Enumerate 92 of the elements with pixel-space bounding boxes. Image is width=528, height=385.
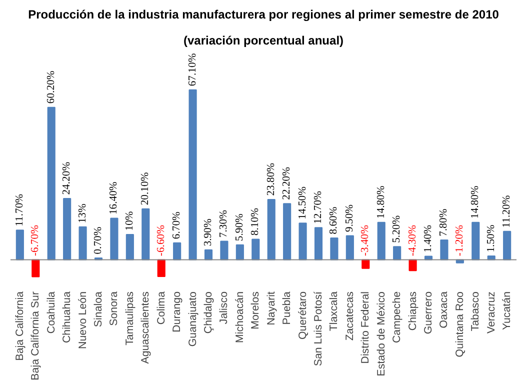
x-tick-label: Sinaloa [92, 291, 104, 328]
data-label: 16.40% [108, 182, 120, 215]
x-tick-label: Estado de México [375, 291, 388, 376]
bar [440, 240, 448, 260]
data-label: -6.70% [30, 224, 42, 256]
x-tick-label: Colima [155, 291, 168, 325]
bar [32, 259, 40, 278]
x-tick-label: Nayarit [265, 291, 278, 326]
x-tick-label: Oaxaca [438, 291, 450, 328]
x-tick-label: Çhidalgo [202, 291, 214, 334]
x-tick-label: Querétaro [296, 291, 309, 340]
x-tick-label: Michoacán [234, 291, 246, 344]
bar [393, 246, 402, 260]
bar [142, 208, 150, 260]
data-label: 22.20% [282, 166, 293, 200]
data-label: 67.10% [187, 53, 198, 86]
bar [503, 230, 512, 260]
x-tick-label: Quintana Roo [454, 291, 466, 358]
x-tick-label: Yucatán [501, 291, 514, 330]
data-label: -3.40% [360, 224, 372, 256]
x-tick-label: Tamaulipas [124, 291, 136, 346]
bar [126, 234, 134, 260]
x-tick-label: Distrito Federal [360, 291, 372, 364]
x-tick-label: Durango [171, 291, 184, 332]
bar [298, 222, 307, 260]
data-label: 11.20% [502, 195, 513, 228]
bar [346, 235, 354, 260]
data-label: 6.70% [172, 211, 183, 240]
x-tick-label: Tlaxcala [328, 291, 340, 332]
data-label: 14.50% [297, 186, 308, 220]
chart-title: Producción de la industria manufacturera por regiones al primer semestre de 2010 [28, 8, 500, 22]
data-label: -4.30% [407, 224, 418, 256]
data-label: 60.20% [46, 70, 57, 104]
x-tick-label: Tabasco [470, 291, 482, 332]
data-label: 13% [77, 203, 88, 224]
data-label: 14.80% [376, 186, 387, 219]
bar [110, 218, 118, 260]
bar [252, 238, 260, 260]
data-label: 9.50% [344, 204, 356, 232]
x-tick-label: San Luis Potosí [312, 291, 324, 366]
x-tick-label: Morelos [250, 291, 262, 330]
bar [314, 227, 323, 260]
data-label: 14.80% [470, 186, 482, 219]
bar [283, 203, 292, 260]
x-tick-label: Sonora [108, 291, 120, 326]
data-label: 12.70% [313, 190, 324, 224]
bar [236, 244, 244, 260]
x-tick-label: Aguascalientes [140, 291, 152, 364]
data-label: -6.60% [156, 224, 167, 256]
chart-subtitle: (variación porcentual anual) [183, 34, 344, 48]
x-tick-label: Chihuahua [61, 291, 74, 344]
data-label: 1.50% [486, 224, 497, 252]
data-label: 8.60% [328, 206, 340, 234]
bar [204, 249, 213, 260]
x-tick-label: Guanajuato [186, 291, 199, 347]
x-tick-label: Puebla [281, 291, 294, 325]
data-label: 0.70% [93, 226, 104, 254]
data-label: -1.20% [454, 224, 466, 256]
bar [377, 222, 386, 260]
bar [188, 89, 197, 260]
data-label: 10% [124, 211, 136, 231]
data-label: 8.10% [250, 208, 262, 236]
bar [157, 259, 166, 278]
bar [63, 198, 72, 260]
bar [472, 222, 480, 260]
data-label: 5.20% [392, 215, 403, 243]
x-tick-label: Chiapas [406, 291, 419, 331]
data-label: 7.30% [218, 210, 230, 238]
data-label: 3.90% [203, 218, 214, 246]
x-tick-label: Campeche [391, 291, 404, 344]
data-label: 20.10% [140, 172, 152, 206]
x-tick-label: Zacatecas [344, 291, 356, 341]
data-label: 7.80% [438, 208, 450, 236]
bar [267, 199, 276, 260]
data-label: 1.40% [423, 224, 434, 253]
bar [16, 230, 24, 260]
x-tick-label: Veracruz [485, 291, 498, 334]
bar [173, 242, 182, 260]
bar [220, 240, 228, 260]
x-tick-label: Jalisco [218, 291, 230, 324]
bar [47, 106, 56, 260]
x-tick-label: Baja California Sur [30, 291, 42, 380]
data-label: 23.80% [266, 162, 277, 196]
data-label: 11.70% [14, 194, 26, 226]
data-label: 24.20% [62, 162, 73, 195]
x-tick-label: Nuevo León [76, 291, 89, 349]
bar [78, 226, 87, 260]
x-tick-label: Guerrero [422, 291, 434, 334]
bar [330, 238, 338, 260]
x-tick-label: Baja California [14, 291, 26, 361]
data-label: 5.90% [234, 213, 246, 242]
x-tick-label: Coahuila [45, 291, 58, 334]
